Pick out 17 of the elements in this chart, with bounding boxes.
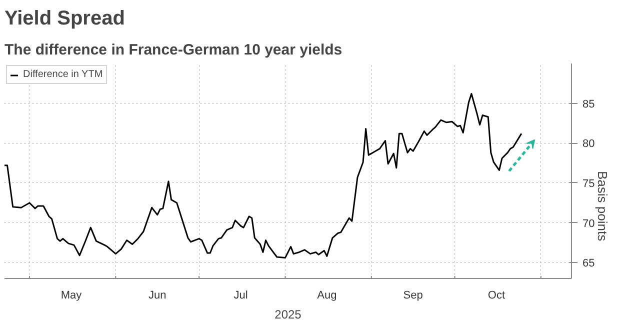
x-tick-label: Jul bbox=[234, 290, 248, 302]
legend-label: Difference in YTM bbox=[23, 69, 103, 80]
x-tick-label: Aug bbox=[317, 290, 337, 302]
x-tick-label: Oct bbox=[488, 290, 506, 302]
x-tick-label: Jun bbox=[148, 290, 166, 302]
y-tick-label: 65 bbox=[582, 258, 595, 270]
x-tick-label: Sep bbox=[403, 290, 423, 302]
y-axis-title: Basis points bbox=[595, 171, 610, 242]
y-tick-label: 85 bbox=[582, 98, 595, 110]
y-tick-label: 80 bbox=[582, 138, 595, 150]
x-tick-label: May bbox=[60, 290, 82, 302]
y-tick-label: 75 bbox=[582, 178, 595, 190]
line-series bbox=[4, 93, 522, 259]
chart-subtitle: The difference in France-German 10 year yields bbox=[4, 42, 342, 58]
x-axis-title: 2025 bbox=[274, 308, 302, 321]
y-tick-label: 70 bbox=[582, 218, 595, 230]
chart-title: Yield Spread bbox=[4, 8, 125, 30]
